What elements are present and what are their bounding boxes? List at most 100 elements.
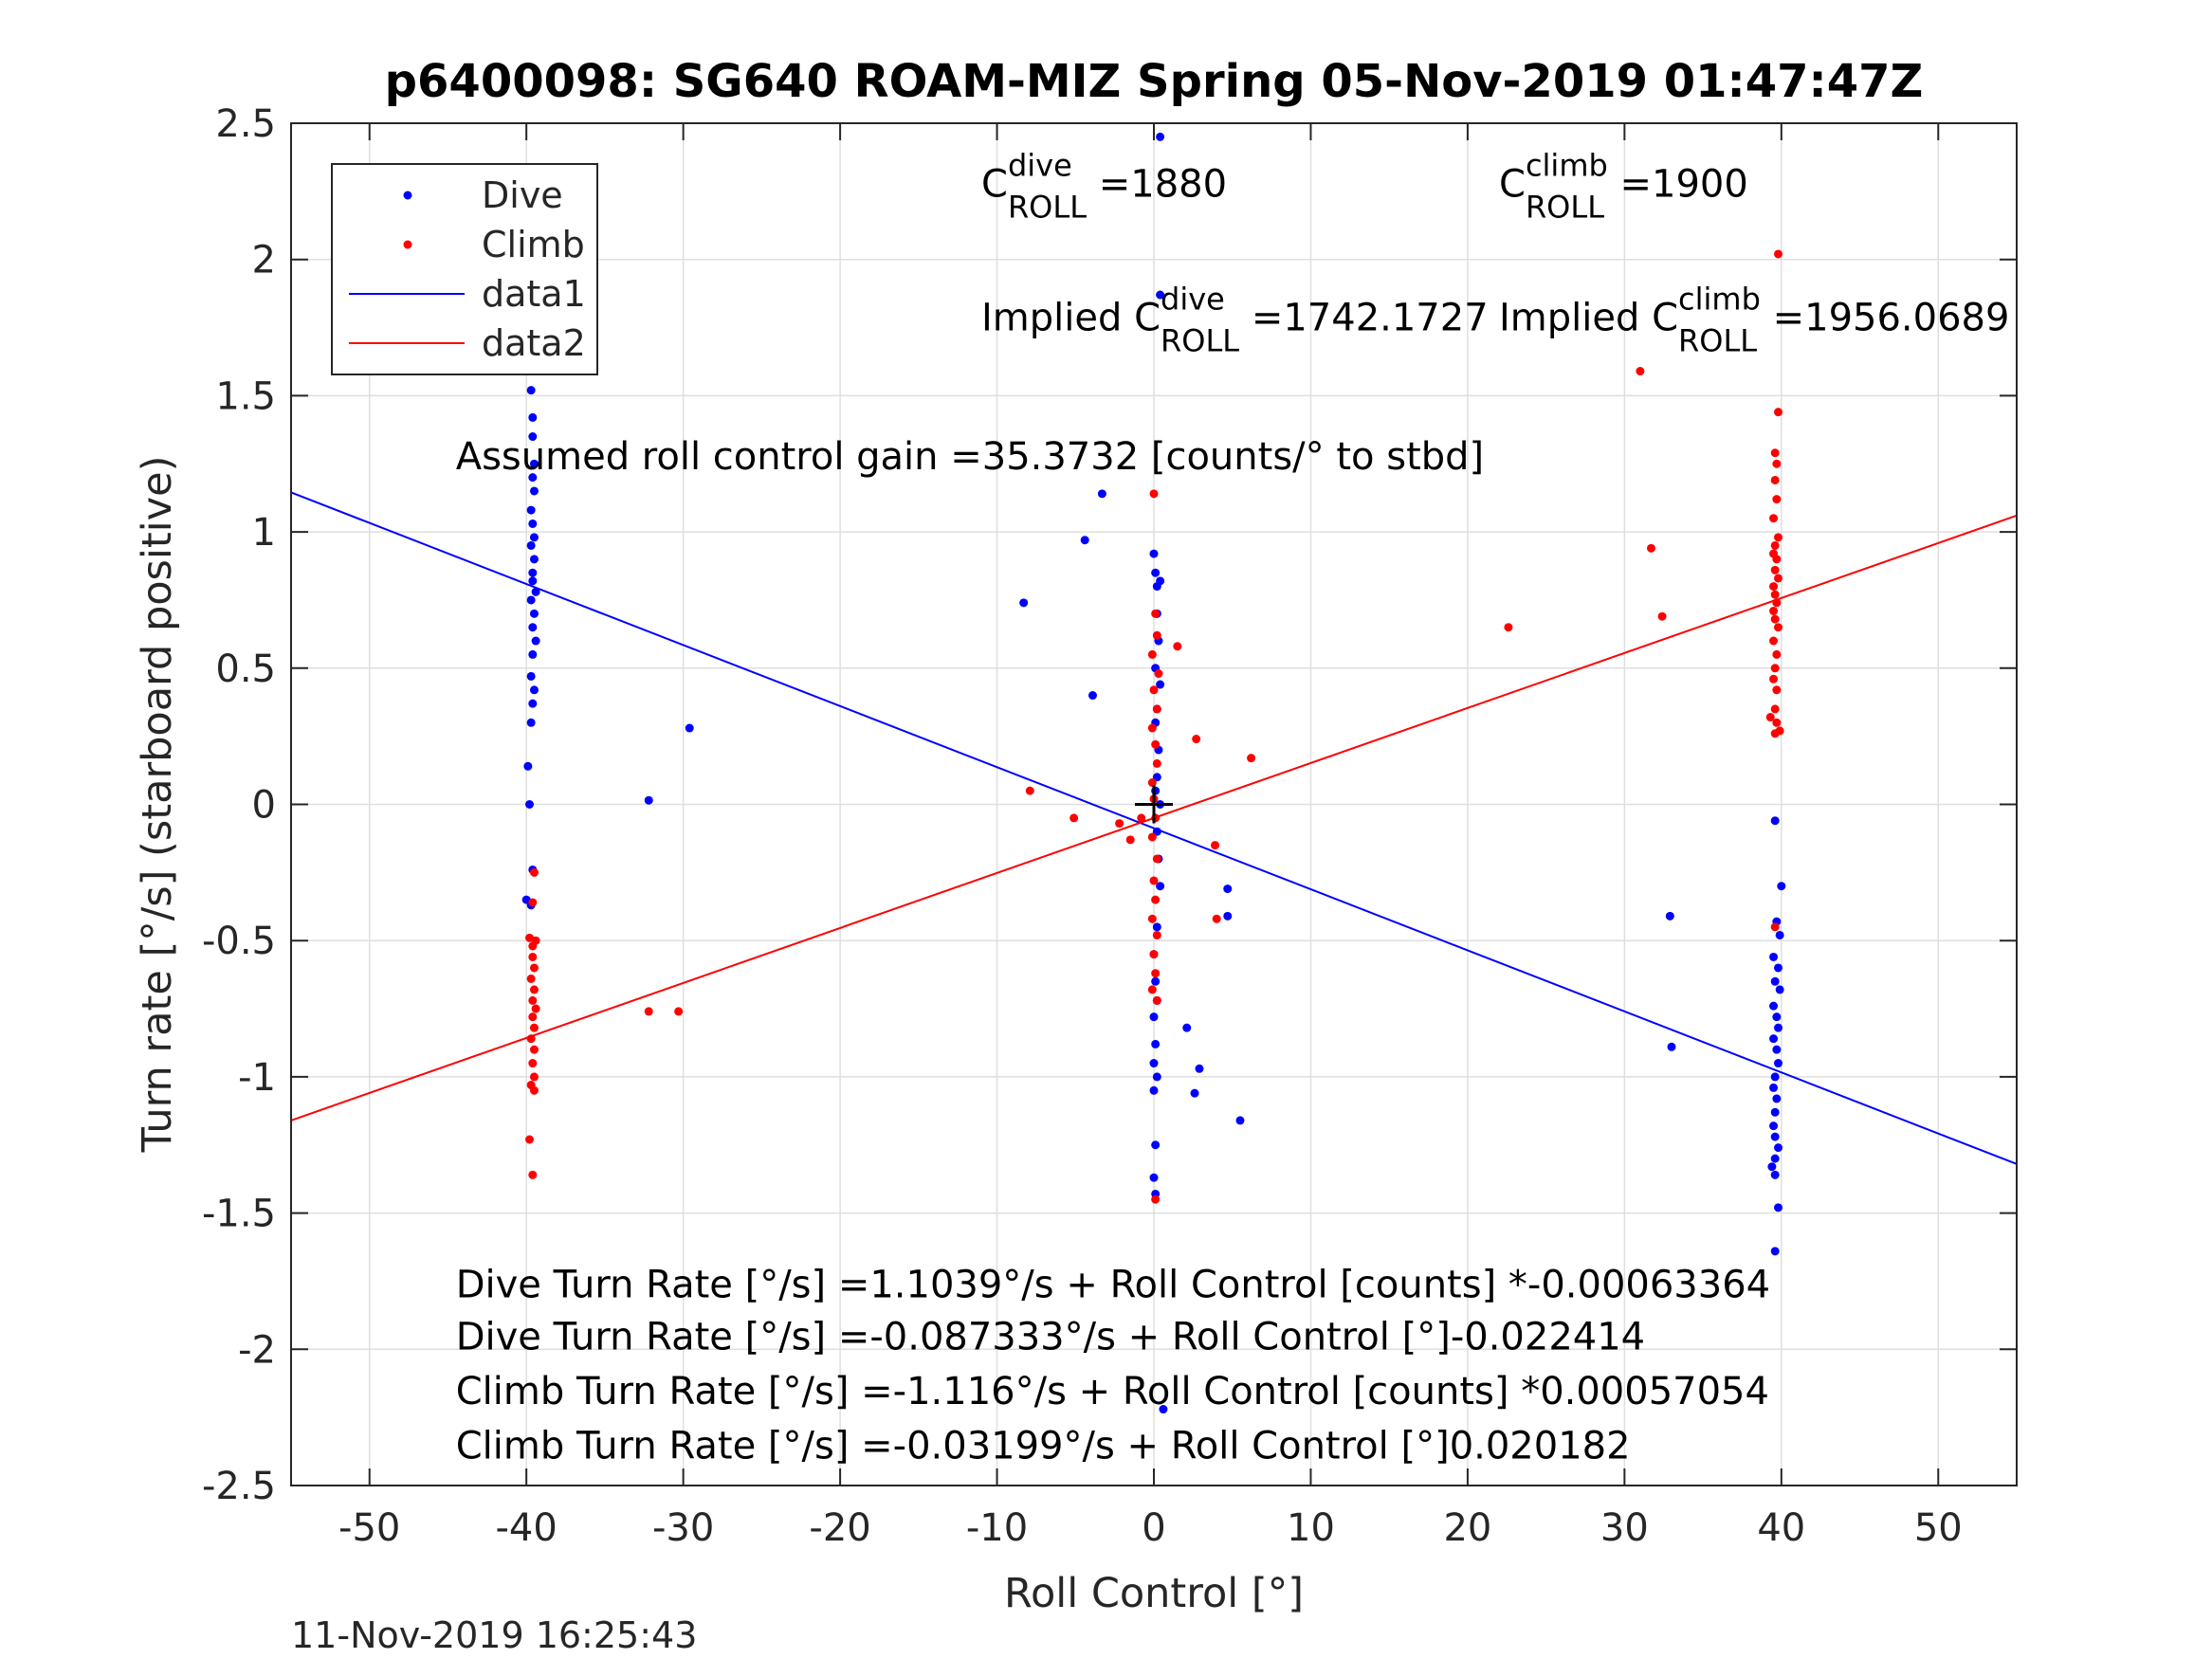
point-climb bbox=[1770, 614, 1780, 624]
point-climb bbox=[528, 1012, 538, 1022]
point-dive bbox=[1151, 1039, 1161, 1048]
point-climb bbox=[1152, 630, 1161, 640]
point-dive bbox=[1088, 691, 1097, 701]
point-climb bbox=[1025, 786, 1034, 795]
x-tick-label: 50 bbox=[1914, 1506, 1963, 1550]
point-climb bbox=[1769, 514, 1779, 523]
point-climb bbox=[1770, 590, 1780, 599]
point-climb bbox=[1646, 543, 1655, 553]
point-dive bbox=[1665, 911, 1674, 921]
point-climb bbox=[529, 1045, 539, 1054]
point-dive bbox=[1152, 1072, 1161, 1082]
point-climb bbox=[1770, 664, 1780, 673]
point-climb bbox=[1147, 778, 1157, 788]
footer-timestamp: 11-Nov-2019 16:25:43 bbox=[291, 1614, 697, 1656]
point-dive bbox=[1156, 882, 1165, 891]
point-climb bbox=[1775, 726, 1784, 736]
point-climb bbox=[1770, 704, 1780, 714]
point-dive bbox=[526, 718, 536, 727]
point-climb bbox=[1149, 950, 1159, 959]
point-dive bbox=[524, 800, 534, 809]
point-climb bbox=[1152, 995, 1161, 1005]
point-dive bbox=[1190, 1088, 1199, 1098]
y-tick-label: 0.5 bbox=[215, 647, 276, 691]
point-climb bbox=[1151, 1194, 1161, 1204]
point-dive bbox=[526, 505, 536, 515]
point-climb bbox=[1154, 669, 1163, 679]
point-climb bbox=[1147, 985, 1157, 994]
point-dive bbox=[528, 576, 538, 586]
point-dive bbox=[529, 486, 539, 496]
point-dive bbox=[1195, 1064, 1204, 1073]
point-climb bbox=[1769, 674, 1779, 684]
legend-label: data1 bbox=[482, 273, 586, 315]
point-dive bbox=[1667, 1042, 1676, 1051]
point-dive bbox=[1772, 1012, 1782, 1022]
point-climb bbox=[1772, 598, 1782, 608]
point-dive bbox=[529, 533, 539, 542]
point-climb bbox=[524, 1135, 534, 1144]
point-climb bbox=[1137, 813, 1146, 823]
point-dive bbox=[1770, 1154, 1780, 1163]
y-tick-label: -2 bbox=[238, 1328, 276, 1372]
legend-marker-climb bbox=[403, 240, 412, 249]
point-climb bbox=[529, 1085, 539, 1095]
point-climb bbox=[1769, 636, 1779, 646]
y-tick-label: -1.5 bbox=[202, 1193, 276, 1236]
point-climb bbox=[1247, 754, 1256, 763]
point-climb bbox=[1152, 758, 1161, 768]
point-dive bbox=[1770, 1132, 1780, 1141]
point-climb bbox=[1149, 489, 1159, 499]
point-climb bbox=[1770, 565, 1780, 574]
legend-marker-dive bbox=[403, 191, 412, 200]
x-tick-label: 0 bbox=[1142, 1506, 1165, 1550]
y-tick-label: 1.5 bbox=[215, 374, 276, 418]
point-dive bbox=[1767, 1162, 1777, 1172]
point-dive bbox=[1772, 1045, 1782, 1054]
legend-label: Dive bbox=[482, 174, 563, 216]
point-dive bbox=[1149, 549, 1159, 558]
x-tick-label: 20 bbox=[1443, 1506, 1491, 1550]
x-tick-label: -50 bbox=[338, 1506, 400, 1550]
point-climb bbox=[1125, 835, 1135, 845]
point-climb bbox=[528, 1170, 538, 1179]
y-axis-label: Turn rate [°/s] (starboard positive) bbox=[134, 456, 181, 1154]
axis-ticks: -50 -40 -30 -20 -10 0 10 20 30 40 50-2.5-2-1.5-1-0… bbox=[202, 102, 2017, 1550]
point-climb bbox=[1151, 969, 1161, 978]
point-climb bbox=[526, 1034, 536, 1044]
point-climb bbox=[1147, 723, 1157, 733]
point-climb bbox=[644, 1007, 653, 1016]
point-climb bbox=[1147, 649, 1157, 659]
point-dive bbox=[1151, 568, 1161, 577]
point-dive bbox=[529, 459, 539, 468]
point-dive bbox=[1775, 985, 1784, 994]
point-climb bbox=[1211, 841, 1220, 850]
point-climb bbox=[528, 1059, 538, 1068]
point-climb bbox=[1774, 249, 1783, 259]
point-dive bbox=[1156, 576, 1165, 586]
point-climb bbox=[531, 1004, 540, 1013]
point-climb bbox=[1212, 914, 1221, 923]
point-climb bbox=[1152, 854, 1161, 864]
y-tick-label: -1 bbox=[238, 1056, 276, 1100]
fit-line-data1 bbox=[291, 491, 2017, 1165]
point-dive bbox=[1156, 132, 1165, 141]
x-tick-label: -40 bbox=[496, 1506, 558, 1550]
point-climb bbox=[1069, 813, 1079, 823]
x-tick-label: 30 bbox=[1600, 1506, 1649, 1550]
point-climb bbox=[529, 985, 539, 994]
point-dive bbox=[526, 386, 536, 395]
point-climb bbox=[1769, 582, 1779, 592]
point-climb bbox=[1636, 367, 1645, 376]
point-dive bbox=[1774, 1023, 1783, 1032]
point-dive bbox=[1774, 1143, 1783, 1153]
point-dive bbox=[528, 519, 538, 528]
chart-title: p6400098: SG640 ROAM-MIZ Spring 05-Nov-2… bbox=[385, 55, 1924, 108]
point-dive bbox=[1770, 976, 1780, 986]
point-climb bbox=[1173, 642, 1182, 651]
point-dive bbox=[1156, 680, 1165, 689]
x-tick-label: 10 bbox=[1287, 1506, 1335, 1550]
point-dive bbox=[1777, 882, 1786, 891]
c-roll-annotation: Implied Cdive ROLL =1742.1727 bbox=[981, 281, 1489, 358]
point-dive bbox=[526, 540, 536, 550]
